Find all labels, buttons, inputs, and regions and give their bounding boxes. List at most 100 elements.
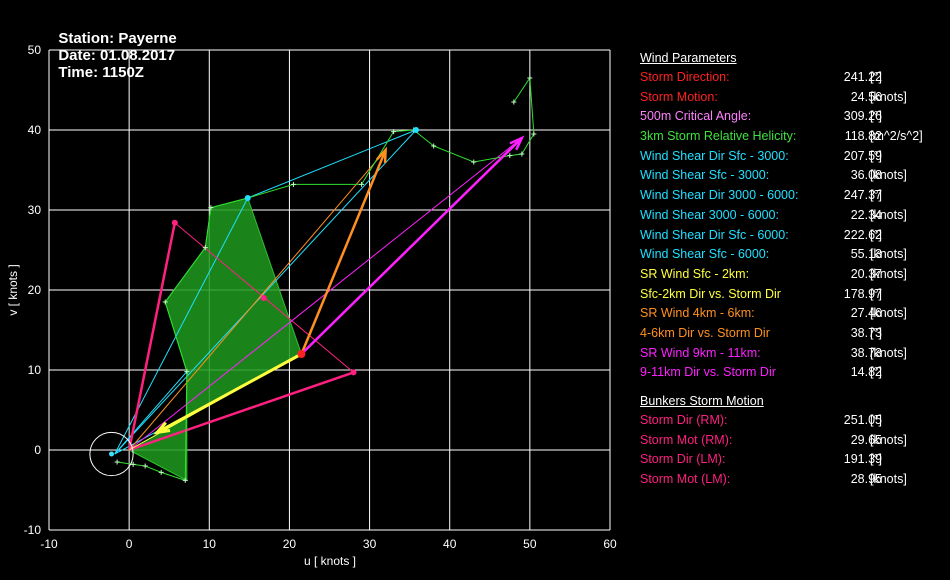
orange-guide — [128, 149, 386, 451]
x-axis-label: u [ knots ] — [304, 554, 356, 568]
param-value: 309.26 — [843, 109, 882, 124]
param-label: Wind Shear Sfc - 6000: — [640, 247, 770, 262]
param-label: Wind Shear Dir Sfc - 3000: — [640, 148, 789, 163]
hodograph-point — [162, 299, 168, 305]
param-group: Wind Shear Dir Sfc - 3000: 207.59 [°] Wind … — [640, 147, 940, 265]
param-value: 241.22 — [843, 70, 882, 84]
date-label: Date: 01.08.2017 — [58, 47, 176, 64]
hodograph-point — [531, 131, 537, 137]
param-unit: [°] — [870, 325, 882, 340]
x-tick-label: 50 — [523, 537, 537, 551]
x-tick-label: 10 — [203, 537, 217, 551]
sr-wind-sfc-2km-arrow — [156, 352, 303, 434]
storm-motion-point — [297, 350, 306, 358]
y-axis-label: v [ knots ] — [6, 264, 20, 315]
param-label: Wind Shear Dir 3000 - 6000: — [640, 188, 799, 203]
param-row: Wind Shear Dir Sfc - 3000: 207.59 [°] — [640, 147, 940, 167]
param-label: Wind Shear Dir Sfc - 6000: — [640, 227, 789, 242]
bunkers-value: 28.95 — [850, 472, 882, 487]
bunkers-mean-point — [260, 295, 267, 301]
param-value: 24.56 — [850, 89, 882, 104]
param-label: 500m Critical Angle: — [640, 109, 752, 124]
bunkers-row: Storm Dir (LM): 191.39 [°] — [640, 450, 940, 470]
sr-wind-9-11km-arrow-head — [509, 135, 525, 151]
param-row: SR Wind 4km - 6km: 27.46 [knots] — [640, 304, 940, 324]
param-row: Sfc-2km Dir vs. Storm Dir 178.97 [°] — [640, 285, 940, 305]
param-row: 3km Storm Relative Helicity: 118.82 [m^2/s… — [640, 127, 940, 147]
hodograph-point — [202, 245, 208, 251]
shear-vector — [247, 129, 417, 199]
param-unit: [knots] — [870, 306, 907, 321]
hodograph-point — [130, 461, 136, 467]
x-tick-label: 30 — [363, 537, 377, 551]
param-value: 27.46 — [850, 306, 882, 321]
hodograph-point — [184, 369, 190, 375]
bunkers-unit: [knots] — [870, 432, 907, 447]
param-row: Wind Shear Sfc - 3000: 36.08 [knots] — [640, 166, 940, 186]
param-unit: [knots] — [870, 247, 907, 262]
bunkers-rows: Storm Dir (RM): 251.05 [°] Storm Mot (RM): 2… — [640, 411, 940, 490]
bunkers-label: Storm Dir (RM): — [640, 413, 728, 427]
param-row: Wind Shear Dir 3000 - 6000: 247.37 [°] — [640, 186, 940, 206]
param-unit: [m^2/s^2] — [870, 129, 923, 144]
param-label: Wind Shear 3000 - 6000: — [640, 207, 779, 222]
param-value: 178.97 — [843, 286, 882, 301]
y-tick-label: -10 — [24, 523, 42, 537]
bunkers-row: Storm Mot (RM): 29.65 [knots] — [640, 431, 940, 451]
param-value: 38.73 — [850, 345, 882, 360]
hodograph-point — [208, 205, 214, 211]
hodograph-point — [114, 459, 120, 465]
chart-header: Station: Payerne Date: 01.08.2017 Time: … — [50, 13, 199, 81]
param-value: 14.82 — [850, 365, 882, 380]
shear-vector — [114, 129, 417, 455]
param-label: 4-6km Dir vs. Storm Dir — [640, 325, 770, 340]
helicity-area — [128, 197, 303, 482]
hodograph-point — [431, 143, 437, 149]
param-unit: [knots] — [870, 266, 907, 281]
hodograph-point — [158, 469, 164, 475]
param-value: 36.08 — [850, 168, 882, 183]
data-layer — [89, 75, 537, 483]
hodograph-plot: -10 0 10 20 30 40 50 60 -10 0 10 20 30 40 50 u [ knots… — [6, 43, 617, 568]
sr-wind-9-11km-arrow — [300, 137, 523, 355]
param-label: 3km Storm Relative Helicity: — [640, 129, 797, 144]
param-group: SR Wind Sfc - 2km: 20.37 [knots] Sfc-2km Di… — [640, 265, 940, 383]
param-value: 22.34 — [850, 207, 882, 222]
param-label: SR Wind Sfc - 2km: — [640, 266, 750, 281]
param-value: 55.13 — [850, 247, 882, 262]
sr-wind-4-6km-arrow-head — [375, 146, 387, 164]
shear-3km-point — [244, 195, 251, 201]
hodograph-point — [471, 159, 477, 165]
param-unit: [knots] — [870, 168, 907, 183]
surface-point — [109, 451, 115, 457]
param-row: 4-6km Dir vs. Storm Dir 38.73 [°] — [640, 324, 940, 344]
param-row: Wind Shear Sfc - 6000: 55.13 [knots] — [640, 245, 940, 265]
time-label: Time: 1150Z — [58, 64, 144, 81]
sr-wind-sfc-2km-arrow-head — [153, 421, 171, 435]
bunkers-unit: [°] — [870, 413, 882, 427]
param-unit: [knots] — [870, 207, 907, 222]
param-unit: [knots] — [870, 89, 907, 104]
param-unit: [°] — [870, 188, 882, 203]
bunkers-row: Storm Dir (RM): 251.05 [°] — [640, 411, 940, 431]
y-tick-label: 10 — [28, 363, 42, 377]
param-unit: [°] — [870, 365, 882, 380]
hodograph-point — [527, 75, 533, 81]
bunkers-unit: [°] — [870, 452, 882, 467]
x-tick-label: -10 — [40, 537, 58, 551]
wind-parameters-title: Wind Parameters — [640, 51, 737, 65]
param-value: 38.73 — [850, 325, 882, 340]
param-label: Wind Shear Sfc - 3000: — [640, 168, 770, 183]
param-row: SR Wind Sfc - 2km: 20.37 [knots] — [640, 265, 940, 285]
param-label: Storm Direction: — [640, 70, 730, 84]
param-row: SR Wind 9km - 11km: 38.73 [knots] — [640, 344, 940, 364]
bunkers-label: Storm Mot (LM): — [640, 472, 731, 487]
x-tick-label: 60 — [603, 537, 617, 551]
shear-vector — [114, 371, 188, 455]
param-label: SR Wind 9km - 11km: — [640, 345, 761, 360]
x-tick-label: 40 — [443, 537, 457, 551]
hodograph-point — [391, 129, 397, 135]
param-unit: [°] — [870, 148, 882, 163]
param-value: 20.37 — [850, 266, 882, 281]
param-group: 3km Storm Relative Helicity: 118.82 [m^2/s… — [640, 127, 940, 147]
